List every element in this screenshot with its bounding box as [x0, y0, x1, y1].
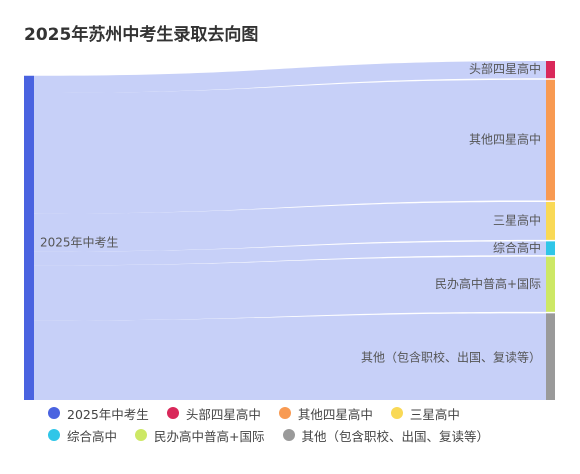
legend: 2025年中考生 头部四星高中 其他四星高中 三星高中 综合高中 民办高中普高+…: [0, 402, 580, 446]
legend-item-target[interactable]: 头部四星高中: [166, 404, 261, 423]
legend-item-target[interactable]: 三星高中: [390, 404, 460, 423]
legend-label: 头部四星高中: [185, 406, 261, 422]
legend-marker: [48, 429, 60, 441]
legend-label: 综合高中: [67, 428, 118, 444]
legend-row: 2025年中考生 头部四星高中 其他四星高中 三星高中: [0, 402, 580, 424]
sankey-node-source[interactable]: [24, 75, 34, 400]
legend-marker: [48, 407, 60, 419]
sankey-link[interactable]: [34, 241, 546, 266]
sankey-node-label: 头部四星高中: [469, 61, 541, 76]
legend-marker: [282, 429, 295, 441]
sankey-node-label: 民办高中普高+国际: [435, 276, 541, 291]
sankey-node-target[interactable]: [546, 313, 555, 400]
legend-item-target[interactable]: 其他四星高中: [278, 404, 373, 423]
sankey-link[interactable]: [34, 61, 546, 93]
legend-marker: [390, 407, 403, 419]
legend-row: 综合高中 民办高中普高+国际 其他（包含职校、出国、复读等）: [0, 424, 580, 446]
legend-item-source[interactable]: 2025年中考生: [48, 404, 149, 423]
legend-marker: [135, 429, 148, 441]
sankey-node-label: 综合高中: [493, 240, 541, 255]
sankey-chart: 2025年中考生 头部四星高中其他四星高中三星高中综合高中民办高中普高+国际其他（…: [24, 61, 555, 400]
legend-marker: [278, 407, 291, 419]
legend-label: 民办高中普高+国际: [154, 428, 265, 444]
sankey-node-target[interactable]: [546, 201, 555, 240]
sankey-node-target[interactable]: [546, 79, 555, 201]
sankey-node-target[interactable]: [546, 61, 555, 79]
sankey-link[interactable]: [34, 79, 546, 214]
sankey-node-label: 其他（包含职校、出国、复读等）: [361, 350, 541, 365]
legend-item-target[interactable]: 综合高中: [48, 426, 117, 445]
sankey-link[interactable]: [34, 201, 546, 252]
sankey-node-label: 其他四星高中: [469, 132, 541, 147]
legend-item-target[interactable]: 民办高中普高+国际: [135, 426, 265, 445]
legend-label: 其他四星高中: [297, 406, 373, 422]
chart-title: 2025年苏州中考生录取去向图: [24, 25, 259, 45]
sankey-link[interactable]: [34, 313, 546, 400]
legend-item-target[interactable]: 其他（包含职校、出国、复读等）: [282, 426, 490, 445]
sankey-node-label: 三星高中: [493, 212, 541, 227]
sankey-node-label: 2025年中考生: [40, 235, 119, 250]
legend-marker: [166, 407, 179, 419]
sankey-link[interactable]: [34, 256, 546, 321]
legend-label: 其他（包含职校、出国、复读等）: [301, 428, 490, 444]
sankey-node-target[interactable]: [546, 256, 555, 312]
legend-label: 三星高中: [409, 406, 460, 422]
sankey-node-target[interactable]: [546, 241, 555, 256]
legend-label: 2025年中考生: [67, 406, 149, 422]
